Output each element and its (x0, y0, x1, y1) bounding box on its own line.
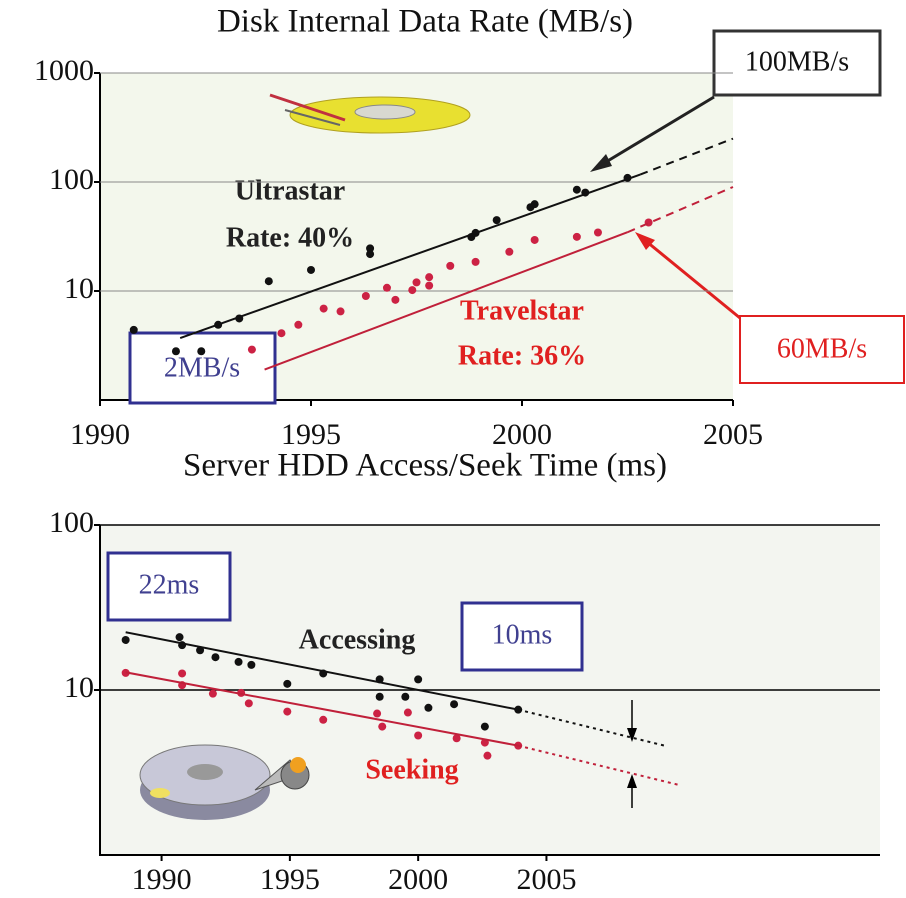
x-tick-label: 1995 (260, 863, 320, 896)
data-point (366, 244, 375, 253)
x-tick-label: 1990 (70, 418, 130, 451)
data-point (572, 232, 581, 241)
data-point (373, 709, 382, 718)
data-point (414, 675, 423, 684)
data-point (403, 708, 412, 717)
data-point (121, 635, 130, 644)
y-tick-label: 100 (49, 506, 94, 539)
data-point (175, 633, 184, 642)
data-point (375, 692, 384, 701)
hdd-illustration (139, 744, 310, 820)
data-point (211, 653, 220, 662)
data-point (505, 247, 514, 256)
data-point (283, 707, 292, 716)
data-point (319, 715, 328, 724)
data-point (171, 347, 180, 356)
data-point (401, 692, 410, 701)
arrow-head (627, 774, 637, 788)
x-tick-label: 2000 (388, 863, 448, 896)
annotation: Seeking (365, 754, 458, 785)
arrow-head (627, 728, 637, 742)
annotation: 60MB/s (777, 333, 867, 364)
data-point (378, 722, 387, 731)
data-point (294, 320, 303, 329)
y-tick-label: 10 (64, 272, 94, 305)
trend-line (264, 231, 628, 371)
data-point (414, 731, 423, 740)
data-point (244, 699, 253, 708)
y-tick-label: 1000 (34, 54, 94, 87)
data-point (530, 200, 539, 209)
data-point (483, 751, 492, 760)
disk-illustration (269, 93, 471, 134)
y-tick-label: 100 (49, 163, 94, 196)
callout-box (460, 601, 584, 672)
callout-box (128, 331, 277, 405)
data-point (307, 265, 315, 274)
data-point (283, 679, 292, 688)
y-tick-label: 10 (64, 671, 94, 704)
chart-title: Disk Internal Data Rate (MB/s) (217, 4, 633, 40)
data-point (446, 261, 455, 270)
arrow (595, 95, 715, 170)
annotation: Ultrastar (235, 175, 345, 206)
annotation: 10ms (492, 619, 553, 650)
data-point (208, 689, 217, 698)
trend-line (639, 137, 734, 176)
data-point (492, 216, 501, 225)
data-point (277, 329, 286, 338)
data-point (178, 669, 187, 678)
data-point (412, 278, 421, 287)
data-point (480, 722, 489, 731)
data-point (450, 700, 459, 709)
data-point (452, 734, 461, 743)
data-point (593, 228, 602, 237)
data-point (530, 235, 539, 244)
data-point (234, 657, 243, 666)
x-tick-label: 1995 (281, 418, 341, 451)
annotation: 100MB/s (745, 46, 849, 77)
data-point (366, 250, 375, 259)
data-point (425, 281, 434, 290)
trend-line (125, 631, 519, 711)
data-point (572, 185, 581, 194)
data-point (391, 295, 400, 304)
data-point (129, 325, 138, 334)
data-point (197, 347, 206, 356)
x-tick-label: 2005 (703, 418, 763, 451)
data-point (425, 273, 434, 282)
x-tick-label: 2005 (516, 863, 576, 896)
annotation: 2MB/s (164, 352, 240, 383)
arrow-head (635, 232, 655, 250)
data-point (264, 277, 273, 286)
annotation: Accessing (299, 624, 416, 655)
data-point (196, 646, 205, 655)
data-point (247, 660, 256, 669)
callout-box (712, 29, 882, 97)
annotation: Rate: 40% (226, 222, 354, 253)
data-point (336, 307, 345, 316)
data-point (424, 703, 433, 712)
annotation: Travelstar (460, 295, 584, 326)
annotation: Rate: 36% (458, 340, 586, 371)
data-point (361, 291, 370, 300)
data-point (408, 286, 417, 295)
data-point (319, 304, 328, 313)
arrow (640, 235, 741, 320)
callout-box (106, 551, 232, 622)
callout-box (739, 315, 905, 384)
x-tick-label: 1990 (132, 863, 192, 896)
data-point (382, 283, 391, 292)
chart-title: Server HDD Access/Seek Time (ms) (183, 448, 667, 484)
trend-line (179, 173, 641, 340)
data-point (247, 345, 256, 354)
arrow-head (590, 154, 612, 172)
data-point (471, 257, 480, 266)
annotation: 22ms (139, 569, 200, 600)
trend-line (627, 186, 734, 234)
x-tick-label: 2000 (492, 418, 552, 451)
axis (99, 525, 880, 856)
trend-line (125, 671, 519, 747)
